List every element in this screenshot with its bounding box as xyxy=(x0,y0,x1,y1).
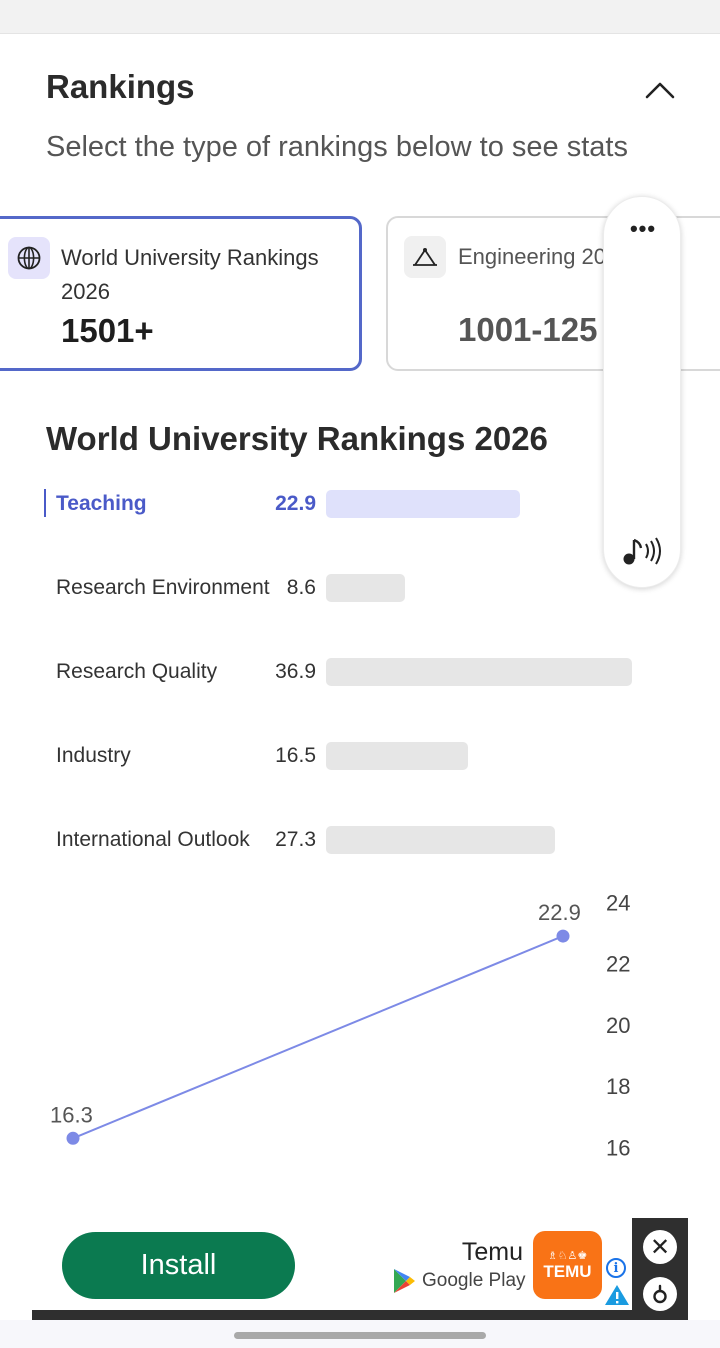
temu-logo-text: TEMU xyxy=(543,1261,592,1281)
data-label: 22.9 xyxy=(538,900,581,925)
ranking-card-rank: 1501+ xyxy=(61,312,154,349)
data-point xyxy=(66,1131,80,1145)
metric-bar xyxy=(326,490,520,518)
y-tick-label: 22 xyxy=(606,952,630,977)
chart-title: World University Rankings 2026 xyxy=(46,420,548,457)
install-button[interactable]: Install xyxy=(62,1232,295,1299)
temu-logo[interactable]: ♗♘♙♚ TEMU xyxy=(533,1231,602,1299)
metric-row[interactable]: Research Environment 8.6 xyxy=(0,568,660,608)
ranking-card-name: World University Rankings 2026 xyxy=(61,245,319,304)
y-tick-label: 24 xyxy=(606,890,630,915)
metric-value: 27.3 xyxy=(275,828,316,851)
metric-row[interactable]: International Outlook 27.3 xyxy=(0,820,660,860)
metric-row[interactable]: Teaching 22.9 xyxy=(0,484,660,524)
metric-value: 22.9 xyxy=(275,492,316,515)
metric-bar xyxy=(326,742,468,770)
metric-label: Teaching xyxy=(56,492,147,515)
audio-icon[interactable] xyxy=(616,531,670,571)
globe-icon xyxy=(8,237,50,279)
metric-label: International Outlook xyxy=(56,828,250,851)
ad-app-name[interactable]: Temu xyxy=(461,1238,523,1266)
temu-logo-glyphs: ♗♘♙♚ xyxy=(547,1249,588,1262)
ranking-card-world[interactable]: World University Rankings 2026 1501+ xyxy=(0,216,362,371)
metric-bar xyxy=(326,574,405,602)
metric-label: Industry xyxy=(56,744,131,767)
active-indicator xyxy=(44,489,46,517)
section-title: Rankings xyxy=(46,68,195,105)
ranking-card-engineering[interactable]: Engineering 20 1001-125 xyxy=(386,216,720,371)
adchoices-icon[interactable] xyxy=(643,1277,677,1311)
google-play-icon xyxy=(394,1269,415,1293)
metric-label: Research Quality xyxy=(56,660,218,683)
more-horizontal-icon[interactable]: ••• xyxy=(629,216,657,241)
warning-icon xyxy=(605,1285,629,1305)
section-subtitle: Select the type of rankings below to see… xyxy=(46,131,628,163)
metric-value: 16.5 xyxy=(275,744,316,767)
metric-bar xyxy=(326,658,632,686)
ad-banner-edge xyxy=(32,1310,688,1320)
ranking-card-name: Engineering 20 xyxy=(458,244,607,269)
info-icon[interactable]: i xyxy=(606,1258,626,1278)
score-line-chart: 24 22 20 18 16 16.3 22.9 xyxy=(50,890,630,1160)
series-line xyxy=(72,935,564,1140)
close-icon[interactable]: ✕ xyxy=(643,1230,677,1264)
metric-row[interactable]: Industry 16.5 xyxy=(0,736,660,776)
ranking-card-rank: 1001-125 xyxy=(458,311,598,348)
y-tick-label: 20 xyxy=(606,1013,630,1038)
ad-store-badge[interactable]: Google Play xyxy=(392,1268,526,1294)
metric-value: 8.6 xyxy=(286,576,316,599)
metric-label: Research Environment xyxy=(56,576,270,599)
engineering-icon xyxy=(404,236,446,278)
collapse-button[interactable] xyxy=(640,70,680,110)
y-tick-label: 18 xyxy=(606,1074,630,1099)
ad-store-label: Google Play xyxy=(422,1270,526,1291)
data-point xyxy=(556,929,570,943)
metric-row[interactable]: Research Quality 36.9 xyxy=(0,652,660,692)
home-indicator[interactable] xyxy=(234,1332,486,1339)
y-tick-label: 16 xyxy=(606,1135,630,1160)
metric-bar xyxy=(326,826,555,854)
chevron-up-icon xyxy=(645,82,675,99)
floating-panel: ••• xyxy=(603,196,681,588)
metric-value: 36.9 xyxy=(275,660,316,683)
data-label: 16.3 xyxy=(50,1102,93,1127)
top-status-area xyxy=(0,0,720,34)
